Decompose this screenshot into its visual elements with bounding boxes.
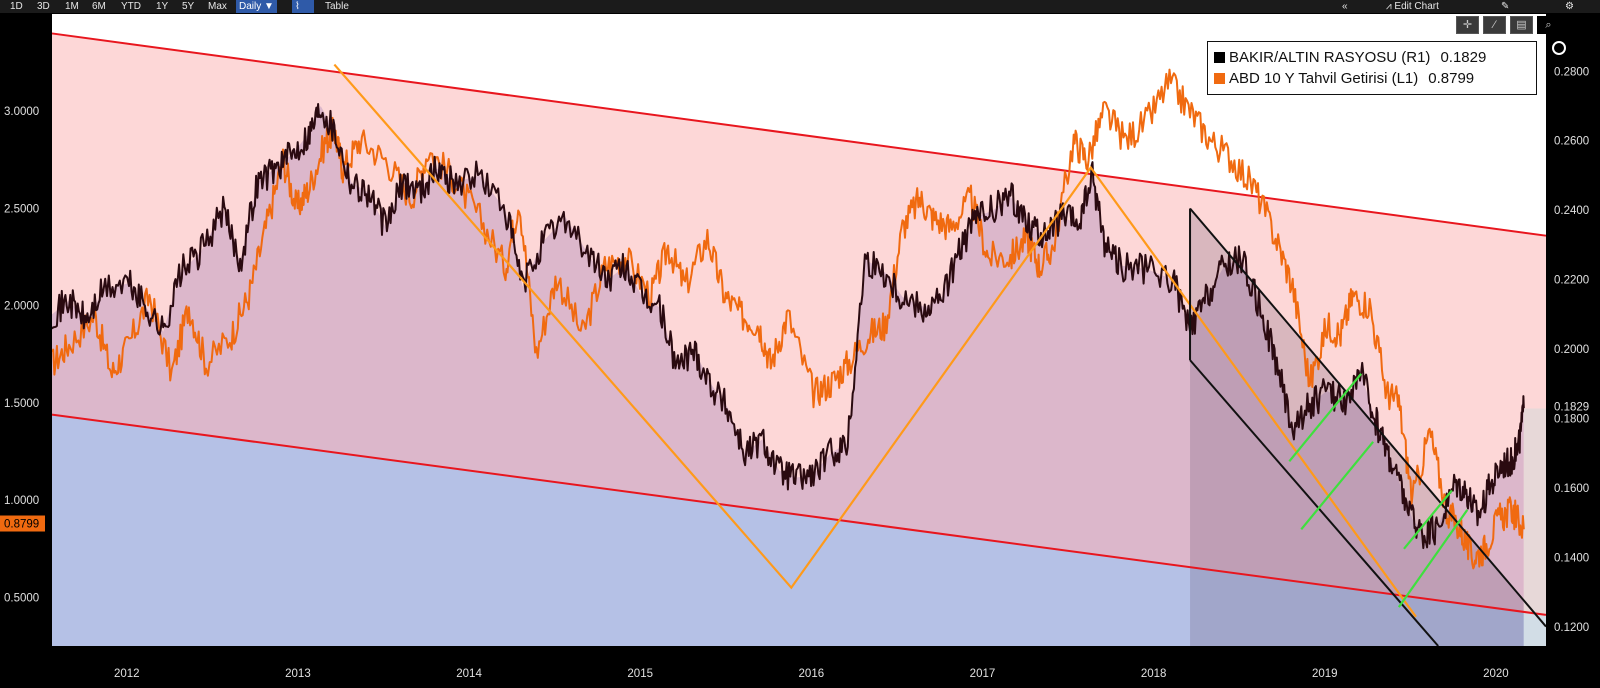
- right-tick-label: 0.1600: [1554, 483, 1589, 495]
- range-button-1m[interactable]: 1M: [65, 1, 79, 12]
- left-tick-label: 2.0000: [4, 301, 39, 313]
- chart-type-icon[interactable]: ⌇: [292, 0, 314, 13]
- channel-upper-line: [51, 32, 1547, 237]
- left-axis-bg: [0, 0, 52, 646]
- recent-shade: [1190, 208, 1524, 646]
- x-tick-label: 2019: [1312, 668, 1338, 680]
- right-current-label: 0.1829: [1554, 401, 1589, 413]
- black-channel-lower: [1189, 359, 1439, 647]
- edit-chart-button[interactable]: ⩘ Edit Chart: [1386, 1, 1439, 12]
- right-tick-label: 0.2200: [1554, 275, 1589, 287]
- legend-label: BAKIR/ALTIN RASYOSU (R1): [1229, 49, 1431, 66]
- x-tick-label: 2012: [114, 668, 140, 680]
- gear-icon[interactable]: ⚙: [1565, 1, 1574, 12]
- right-axis-bg: [1546, 0, 1600, 646]
- annotation-icon[interactable]: ▤: [1510, 16, 1533, 34]
- left-tick-label: 1.0000: [4, 495, 39, 507]
- right-tick-label: 0.2600: [1554, 136, 1589, 148]
- legend-item: BAKIR/ALTIN RASYOSU (R1) 0.1829: [1214, 47, 1536, 68]
- current-value-flag: [0, 515, 45, 532]
- crosshair-icon[interactable]: ✛: [1456, 16, 1479, 34]
- right-tick-label: 0.2000: [1554, 344, 1589, 356]
- series-line-yield: [51, 68, 1525, 570]
- lower-band: [52, 414, 1546, 646]
- zoom-icon[interactable]: ⌕: [1537, 16, 1560, 34]
- current-value-label: 0.8799: [4, 519, 39, 531]
- copper-gold-area: [52, 106, 1524, 647]
- range-button-6m[interactable]: 6M: [92, 1, 106, 12]
- legend-value: 0.1829: [1440, 49, 1487, 66]
- range-button-max[interactable]: Max: [208, 1, 227, 12]
- x-tick-label: 2016: [799, 668, 825, 680]
- x-tick-label: 2017: [970, 668, 996, 680]
- frequency-dropdown[interactable]: Daily ▼: [236, 0, 277, 13]
- legend-value: 0.8799: [1428, 70, 1475, 87]
- x-tick-label: 2014: [456, 668, 482, 680]
- right-tick-label: 0.1200: [1554, 622, 1589, 634]
- legend-label: ABD 10 Y Tahvil Getirisi (L1): [1229, 70, 1419, 87]
- record-icon[interactable]: [1552, 41, 1566, 55]
- channel-lower-line: [51, 413, 1547, 616]
- zigzag-trendline: [333, 63, 1417, 618]
- range-button-5y[interactable]: 5Y: [182, 1, 195, 12]
- double-chevron-left-icon[interactable]: «: [1342, 1, 1348, 12]
- left-tick-label: 1.5000: [4, 398, 39, 410]
- left-tick-label: 3.0000: [4, 106, 39, 118]
- right-current-flag: [1550, 399, 1600, 414]
- upper-band: [52, 33, 1546, 615]
- right-tick-label: 0.1800: [1554, 414, 1589, 426]
- draw-line-icon[interactable]: ∕: [1483, 16, 1506, 34]
- x-axis-bg: [0, 646, 1600, 688]
- table-button[interactable]: Table: [325, 1, 349, 12]
- legend: BAKIR/ALTIN RASYOSU (R1) 0.1829 ABD 10 Y …: [1207, 41, 1537, 95]
- green-trendline: [1397, 509, 1469, 608]
- right-tick-label: 0.1400: [1554, 552, 1589, 564]
- range-button-1d[interactable]: 1D: [10, 1, 23, 12]
- pencil-icon[interactable]: ✎: [1501, 1, 1510, 12]
- x-tick-label: 2015: [627, 668, 653, 680]
- legend-swatch: [1214, 52, 1225, 63]
- x-tick-label: 2018: [1141, 668, 1167, 680]
- range-button-1y[interactable]: 1Y: [156, 1, 169, 12]
- green-trendline: [1403, 489, 1453, 550]
- green-trendline: [1300, 441, 1375, 531]
- range-button-3d[interactable]: 3D: [37, 1, 50, 12]
- last-value-shade: [1523, 408, 1548, 646]
- left-tick-label: 0.5000: [4, 592, 39, 604]
- x-tick-label: 2020: [1483, 668, 1509, 680]
- black-channel-upper: [1189, 207, 1547, 628]
- x-tick-label: 2013: [285, 668, 311, 680]
- right-tick-label: 0.2400: [1554, 205, 1589, 217]
- right-tick-label: 0.2800: [1554, 66, 1589, 78]
- green-trendline: [1288, 373, 1363, 462]
- left-tick-label: 2.5000: [4, 203, 39, 215]
- toolbar: 1D 3D 1M 6M YTD 1Y 5Y Max Daily ▼ ⌇ Table « ⩘ Edit C…: [0, 0, 1600, 13]
- range-button-ytd[interactable]: YTD: [121, 1, 141, 12]
- legend-item: ABD 10 Y Tahvil Getirisi (L1) 0.8799: [1214, 68, 1536, 89]
- legend-swatch: [1214, 73, 1225, 84]
